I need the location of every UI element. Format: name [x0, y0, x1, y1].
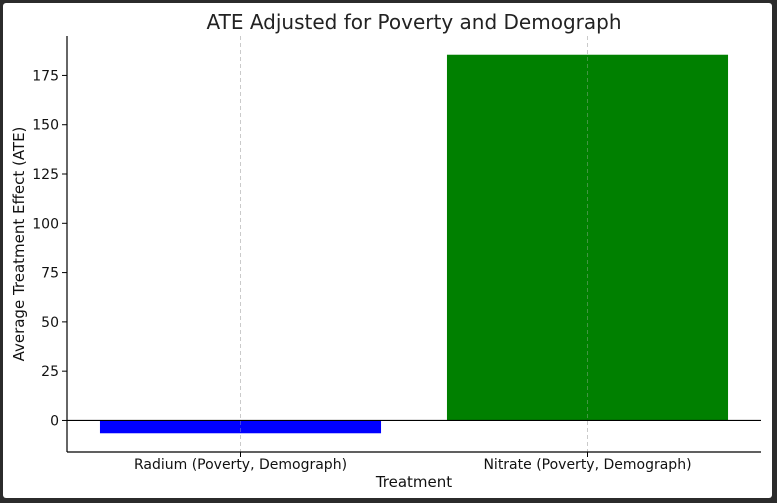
bars: [99, 36, 729, 452]
x-axis-label: Treatment: [375, 473, 452, 491]
y-tick-label: 100: [32, 216, 59, 232]
y-tick-label: 50: [41, 315, 59, 331]
x-tick-label: Radium (Poverty, Demograph): [134, 457, 347, 473]
chart-title: ATE Adjusted for Poverty and Demograph: [206, 10, 621, 34]
bar-chart: ATE Adjusted for Poverty and Demograph 0…: [10, 10, 761, 491]
y-tick-label: 150: [32, 118, 59, 134]
y-tick-label: 125: [32, 167, 59, 183]
y-tick-label: 25: [41, 364, 59, 380]
y-tick-label: 75: [41, 266, 59, 282]
y-tick-label: 0: [50, 413, 59, 429]
y-ticks: 0 25 50 75 100 125 150 175: [32, 68, 67, 429]
y-tick-label: 175: [32, 68, 59, 84]
bar: [99, 420, 382, 434]
chart-frame: ATE Adjusted for Poverty and Demograph 0…: [3, 3, 772, 498]
x-tick-label: Nitrate (Poverty, Demograph): [483, 457, 691, 473]
y-axis-label: Average Treatment Effect (ATE): [10, 127, 28, 362]
x-ticks: Radium (Poverty, Demograph) Nitrate (Pove…: [134, 452, 692, 473]
